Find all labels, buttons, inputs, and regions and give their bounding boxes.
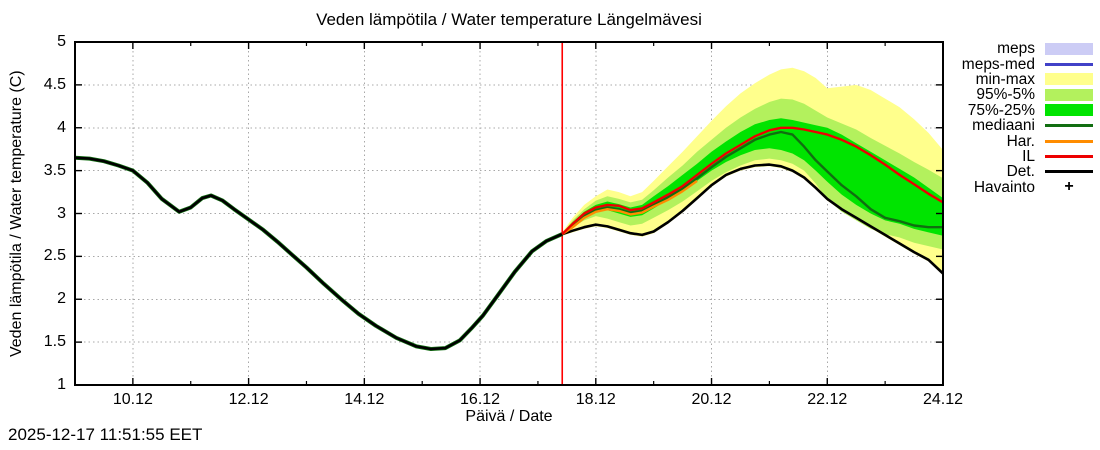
y-axis-label: Veden lämpötila / Water temperature (C) bbox=[8, 70, 25, 357]
band-75-25- bbox=[562, 118, 943, 236]
forecast-line-det- bbox=[561, 163, 944, 275]
legend-swatch-point-icon: + bbox=[1045, 178, 1093, 196]
legend-swatch bbox=[1045, 73, 1093, 86]
y-tick-label: 4.5 bbox=[43, 75, 66, 93]
observation-median-underlay bbox=[74, 155, 563, 351]
band-min-max bbox=[562, 67, 943, 276]
x-tick-label: 20.12 bbox=[691, 391, 732, 408]
legend: meps meps-med min-max 95%-5% 75%-25% mediaani… bbox=[962, 41, 1093, 195]
legend-item-75-25-: 75%-25% bbox=[962, 103, 1093, 118]
forecast-line-il bbox=[561, 126, 944, 235]
legend-swatch bbox=[1045, 62, 1093, 66]
legend-swatch-band-icon bbox=[1045, 73, 1093, 86]
legend-label: 95%-5% bbox=[976, 86, 1035, 104]
legend-label: Havainto bbox=[973, 178, 1035, 196]
legend-swatch-line-icon bbox=[1045, 139, 1093, 143]
chart-title: Veden lämpötila / Water temperature Läng… bbox=[316, 10, 702, 29]
legend-swatch bbox=[1045, 124, 1093, 128]
y-tick-label: 3 bbox=[57, 204, 66, 222]
legend-label: mediaani bbox=[972, 117, 1035, 135]
plot-timestamp: 2025-12-17 11:51:55 EET bbox=[8, 425, 203, 444]
x-tick-label: 18.12 bbox=[575, 391, 616, 408]
x-axis-label: Päivä / Date bbox=[465, 408, 553, 425]
legend-item-mediaani: mediaani bbox=[962, 118, 1093, 133]
x-tick-label: 24.12 bbox=[922, 391, 964, 408]
legend-swatch-line-icon bbox=[1045, 154, 1093, 158]
legend-item-min-max: min-max bbox=[962, 72, 1093, 87]
y-tick-label: 3.5 bbox=[43, 161, 66, 179]
legend-item-meps-med: meps-med bbox=[961, 55, 1093, 73]
legend-item-il: IL bbox=[962, 149, 1093, 164]
observation-line bbox=[74, 156, 563, 351]
legend-label: IL bbox=[1022, 147, 1035, 165]
x-tick-label: 14.12 bbox=[344, 391, 385, 408]
legend-swatch bbox=[1045, 170, 1093, 174]
y-tick-label: 2.5 bbox=[43, 247, 66, 265]
legend-swatch bbox=[1045, 139, 1093, 143]
x-tick-label: 12.12 bbox=[228, 391, 269, 408]
legend-label: Har. bbox=[1006, 132, 1035, 150]
legend-item-95-5-: 95%-5% bbox=[962, 86, 1093, 104]
x-tick-label: 10.12 bbox=[112, 391, 153, 408]
legend-label: 75%-25% bbox=[967, 101, 1035, 119]
plus-marker-icon: + bbox=[1064, 178, 1074, 196]
legend-swatch-line-icon bbox=[1045, 62, 1093, 66]
y-tick-label: 1.5 bbox=[43, 333, 66, 351]
y-tick-label: 4 bbox=[57, 118, 66, 136]
y-tick-label: 1 bbox=[57, 376, 66, 393]
legend-swatch-band-icon bbox=[1045, 88, 1093, 101]
y-tick-label: 2 bbox=[57, 290, 66, 308]
legend-label: min-max bbox=[975, 70, 1035, 88]
legend-item-meps: meps bbox=[962, 41, 1093, 56]
legend-swatch-line-icon bbox=[1045, 124, 1093, 128]
x-tick-label: 16.12 bbox=[460, 391, 501, 408]
forecast-line-mediaani bbox=[561, 130, 943, 236]
legend-swatch-line-icon bbox=[1045, 170, 1093, 174]
legend-label: Det. bbox=[1006, 163, 1035, 181]
legend-swatch bbox=[1045, 104, 1093, 117]
legend-item-har-: Har. bbox=[962, 132, 1093, 150]
x-tick-label: 22.12 bbox=[807, 391, 848, 408]
legend-label: meps-med bbox=[961, 55, 1035, 73]
legend-label: meps bbox=[997, 40, 1035, 58]
legend-item-havainto: Havainto + bbox=[962, 178, 1093, 196]
legend-swatch-band-icon bbox=[1045, 42, 1093, 55]
legend-swatch-band-icon bbox=[1045, 104, 1093, 117]
legend-item-det-: Det. bbox=[962, 163, 1093, 181]
legend-swatch bbox=[1045, 154, 1093, 158]
legend-swatch bbox=[1045, 88, 1093, 101]
y-tick-label: 5 bbox=[57, 33, 66, 50]
legend-swatch bbox=[1045, 42, 1093, 55]
forecast-line-har- bbox=[561, 179, 698, 236]
